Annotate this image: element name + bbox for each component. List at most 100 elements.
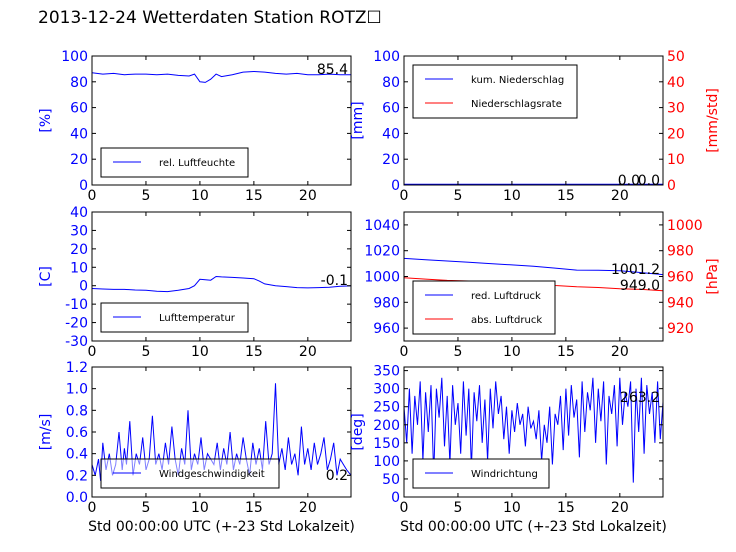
- plot-frame: [91, 211, 352, 342]
- x-tick-label: 0: [400, 500, 409, 516]
- y-axis-label: [C]: [38, 266, 54, 287]
- x-tick-label: 5: [453, 188, 462, 204]
- x-tick-label: 20: [299, 188, 317, 204]
- y-tick-label: 40: [382, 126, 400, 142]
- y-tick-label: 0.6: [66, 425, 88, 441]
- last-value-label: 1001.2: [611, 262, 660, 278]
- plot-frame: [91, 55, 352, 186]
- x-tick-label: 10: [191, 500, 209, 516]
- x-tick-label: 10: [503, 500, 521, 516]
- legend-entry-label: Windrichtung: [471, 469, 538, 480]
- y-tick-label: 0: [79, 279, 88, 295]
- y-tick-label: 100: [373, 49, 400, 65]
- panel-wind-speed: 0 5 10 15 20 0.0 0.2 0.4 0.6 0.8 1.0 1.2 [m/s] Std 00…: [38, 360, 355, 535]
- legend-box: [412, 458, 550, 489]
- y-tick-label: 0: [391, 490, 400, 506]
- x-tick-label: 15: [557, 344, 575, 360]
- y-tick-label: 0.0: [66, 490, 88, 506]
- last-value-label: 0.0: [638, 173, 660, 189]
- y-axis-label: [mm]: [350, 101, 366, 139]
- y-tick-label: 20: [382, 152, 400, 168]
- y2-tick-label: 940: [667, 295, 694, 311]
- y-tick-label: 30: [70, 223, 88, 239]
- series-line-wind-speed-0: [92, 383, 351, 481]
- legend-entry-label: Lufttemperatur: [159, 313, 236, 324]
- x-axis-label: Std 00:00:00 UTC (+-23 Std Lokalzeit): [88, 519, 355, 535]
- y-tick-label: 0.2: [66, 468, 88, 484]
- x-tick-label: 15: [245, 188, 263, 204]
- last-value-label-2: 949.0: [620, 278, 660, 294]
- y-tick-label: 20: [70, 152, 88, 168]
- series-line-temperature-0: [92, 275, 351, 293]
- y-tick-label: 80: [382, 75, 400, 91]
- y-tick-label: -30: [65, 334, 88, 350]
- legend-box: [412, 280, 556, 335]
- x-tick-label: 20: [299, 344, 317, 360]
- y-tick-label: 1020: [364, 244, 400, 260]
- last-value-label: 85.4: [317, 62, 348, 78]
- y-tick-label: 1000: [364, 270, 400, 286]
- y-tick-label: 10: [70, 260, 88, 276]
- y-tick-label: 350: [373, 364, 400, 380]
- y-tick-label: 960: [373, 321, 400, 337]
- x-tick-label: 10: [503, 344, 521, 360]
- y-tick-label: 200: [373, 418, 400, 434]
- figure-title-text: 2013-12-24 Wetterdaten Station ROTZ: [38, 8, 367, 28]
- y2-axis-label: [mm/std]: [705, 88, 721, 153]
- series-line-humidity-0: [92, 70, 351, 83]
- y-tick-label: 150: [373, 436, 400, 452]
- x-tick-label: 10: [503, 188, 521, 204]
- y-tick-label: 60: [70, 101, 88, 117]
- x-tick-label: 10: [191, 344, 209, 360]
- y-tick-label: 80: [70, 75, 88, 91]
- legend-entry-label: red. Luftdruck: [471, 291, 541, 302]
- y2-axis-label: [hPa]: [705, 258, 721, 294]
- y-tick-label: 250: [373, 400, 400, 416]
- y2-tick-label: 30: [667, 101, 685, 117]
- y-tick-label: 40: [70, 205, 88, 221]
- y-axis-label: [m/s]: [38, 414, 54, 451]
- x-tick-label: 20: [611, 344, 629, 360]
- legend-box: [412, 64, 578, 119]
- y-tick-label: 980: [373, 295, 400, 311]
- y-tick-label: 1.2: [66, 360, 88, 376]
- x-tick-label: 20: [611, 500, 629, 516]
- x-tick-label: 5: [141, 500, 150, 516]
- plot-frame: [403, 366, 664, 498]
- y-tick-label: 0.4: [66, 447, 88, 463]
- y-tick-label: 0: [391, 178, 400, 194]
- y-tick-label: 50: [382, 472, 400, 488]
- y-tick-label: -20: [65, 316, 88, 332]
- x-tick-label: 0: [88, 188, 97, 204]
- x-tick-label: 0: [88, 500, 97, 516]
- y-tick-label: 40: [70, 126, 88, 142]
- x-tick-label: 15: [557, 500, 575, 516]
- y2-tick-label: 920: [667, 321, 694, 337]
- y2-tick-label: 20: [667, 126, 685, 142]
- legend-entry-label: abs. Luftdruck: [471, 315, 542, 326]
- x-tick-label: 15: [557, 188, 575, 204]
- x-tick-label: 5: [141, 344, 150, 360]
- y-tick-label: 300: [373, 382, 400, 398]
- panel-precipitation: 0 5 10 15 20 0 20 40 60 80 100 0 10 20 30 40 50 [mm] [mm/s…: [350, 49, 721, 204]
- legend-entry-label: kum. Niederschlag: [471, 75, 564, 86]
- x-tick-label: 10: [191, 188, 209, 204]
- x-tick-label: 5: [141, 188, 150, 204]
- y-tick-label: 100: [61, 49, 88, 65]
- y-tick-label: 20: [70, 242, 88, 258]
- y2-tick-label: 960: [667, 270, 694, 286]
- y-tick-label: 1040: [364, 218, 400, 234]
- y-axis-label: [deg]: [350, 413, 366, 450]
- y-tick-label: 1.0: [66, 382, 88, 398]
- figure-title-suffix: ☐: [366, 8, 382, 28]
- x-tick-label: 15: [245, 344, 263, 360]
- y-axis-label: [%]: [38, 108, 54, 132]
- x-axis-label: Std 00:00:00 UTC (+-23 Std Lokalzeit): [400, 519, 667, 535]
- last-value-label: -0.1: [321, 273, 348, 289]
- y-tick-label: 60: [382, 101, 400, 117]
- y2-tick-label: 50: [667, 49, 685, 65]
- x-tick-label: 5: [453, 344, 462, 360]
- panel-pressure: 0 5 10 15 20 960 980 1000 1020 1040 920 940 960 980 10…: [364, 211, 721, 360]
